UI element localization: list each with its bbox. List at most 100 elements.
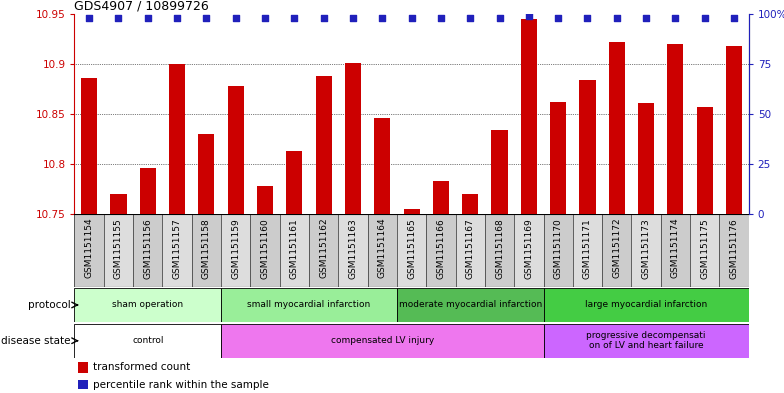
Bar bbox=[162, 214, 192, 287]
Point bbox=[640, 15, 652, 21]
Bar bbox=[81, 78, 97, 214]
Bar bbox=[573, 214, 602, 287]
Text: small myocardial infarction: small myocardial infarction bbox=[248, 301, 371, 309]
Text: protocol: protocol bbox=[27, 300, 71, 310]
Text: GSM1151170: GSM1151170 bbox=[554, 218, 563, 279]
Text: GSM1151171: GSM1151171 bbox=[583, 218, 592, 279]
Point bbox=[347, 15, 359, 21]
Bar bbox=[638, 103, 654, 214]
Bar bbox=[78, 362, 88, 373]
Text: GSM1151172: GSM1151172 bbox=[612, 218, 621, 279]
Bar bbox=[397, 288, 543, 321]
Point bbox=[259, 15, 271, 21]
Text: GSM1151173: GSM1151173 bbox=[641, 218, 651, 279]
Point bbox=[552, 15, 564, 21]
Bar bbox=[103, 214, 133, 287]
Bar bbox=[661, 214, 690, 287]
Point bbox=[493, 15, 506, 21]
Bar bbox=[74, 324, 221, 358]
Text: GSM1151169: GSM1151169 bbox=[524, 218, 533, 279]
Bar bbox=[192, 214, 221, 287]
Text: disease state: disease state bbox=[1, 336, 71, 346]
Bar bbox=[374, 118, 390, 214]
Bar bbox=[404, 209, 419, 214]
Text: large myocardial infarction: large myocardial infarction bbox=[585, 301, 707, 309]
Text: GSM1151167: GSM1151167 bbox=[466, 218, 475, 279]
Bar bbox=[543, 324, 749, 358]
Point bbox=[230, 15, 242, 21]
Text: GSM1151157: GSM1151157 bbox=[172, 218, 182, 279]
Bar bbox=[608, 42, 625, 214]
Bar bbox=[257, 186, 273, 214]
Bar bbox=[339, 214, 368, 287]
Bar bbox=[485, 214, 514, 287]
Point bbox=[434, 15, 447, 21]
Bar bbox=[221, 214, 250, 287]
Bar bbox=[198, 134, 215, 214]
Bar bbox=[433, 181, 449, 214]
Bar bbox=[74, 288, 221, 321]
Bar bbox=[514, 214, 543, 287]
Point bbox=[318, 15, 330, 21]
Text: transformed count: transformed count bbox=[93, 362, 191, 373]
Bar bbox=[720, 214, 749, 287]
Point bbox=[288, 15, 300, 21]
Point bbox=[83, 15, 96, 21]
Bar bbox=[397, 214, 426, 287]
Text: GSM1151158: GSM1151158 bbox=[202, 218, 211, 279]
Bar bbox=[456, 214, 485, 287]
Text: GSM1151154: GSM1151154 bbox=[85, 218, 93, 279]
Bar bbox=[543, 214, 573, 287]
Text: GSM1151163: GSM1151163 bbox=[348, 218, 358, 279]
Bar bbox=[697, 107, 713, 214]
Text: GSM1151165: GSM1151165 bbox=[407, 218, 416, 279]
Bar bbox=[74, 214, 103, 287]
Bar bbox=[690, 214, 720, 287]
Text: GSM1151161: GSM1151161 bbox=[290, 218, 299, 279]
Bar bbox=[78, 380, 88, 389]
Bar bbox=[426, 214, 456, 287]
Point bbox=[200, 15, 212, 21]
Point bbox=[405, 15, 418, 21]
Bar bbox=[550, 102, 566, 214]
Bar bbox=[169, 64, 185, 214]
Text: control: control bbox=[132, 336, 164, 345]
Text: percentile rank within the sample: percentile rank within the sample bbox=[93, 380, 269, 390]
Point bbox=[523, 13, 535, 19]
Bar bbox=[316, 76, 332, 214]
Bar bbox=[492, 130, 507, 214]
Text: GSM1151162: GSM1151162 bbox=[319, 218, 328, 279]
Bar bbox=[602, 214, 631, 287]
Bar bbox=[462, 194, 478, 214]
Bar bbox=[140, 168, 156, 214]
Point bbox=[611, 15, 623, 21]
Point bbox=[581, 15, 593, 21]
Text: compensated LV injury: compensated LV injury bbox=[331, 336, 434, 345]
Text: GSM1151166: GSM1151166 bbox=[437, 218, 445, 279]
Bar bbox=[543, 288, 749, 321]
Point bbox=[112, 15, 125, 21]
Text: GSM1151155: GSM1151155 bbox=[114, 218, 123, 279]
Text: GSM1151164: GSM1151164 bbox=[378, 218, 387, 279]
Bar bbox=[521, 19, 537, 214]
Point bbox=[699, 15, 711, 21]
Text: GSM1151175: GSM1151175 bbox=[700, 218, 710, 279]
Bar bbox=[221, 324, 543, 358]
Point bbox=[376, 15, 389, 21]
Text: GSM1151160: GSM1151160 bbox=[260, 218, 270, 279]
Text: GSM1151156: GSM1151156 bbox=[143, 218, 152, 279]
Text: progressive decompensati
on of LV and heart failure: progressive decompensati on of LV and he… bbox=[586, 331, 706, 351]
Bar bbox=[250, 214, 280, 287]
Bar bbox=[726, 46, 742, 214]
Bar bbox=[111, 194, 126, 214]
Point bbox=[670, 15, 682, 21]
Bar bbox=[286, 151, 303, 214]
Bar bbox=[579, 80, 596, 214]
Text: GSM1151176: GSM1151176 bbox=[730, 218, 739, 279]
Bar bbox=[227, 86, 244, 214]
Text: sham operation: sham operation bbox=[112, 301, 183, 309]
Bar bbox=[221, 288, 397, 321]
Text: GSM1151174: GSM1151174 bbox=[671, 218, 680, 279]
Text: GSM1151168: GSM1151168 bbox=[495, 218, 504, 279]
Text: moderate myocardial infarction: moderate myocardial infarction bbox=[398, 301, 542, 309]
